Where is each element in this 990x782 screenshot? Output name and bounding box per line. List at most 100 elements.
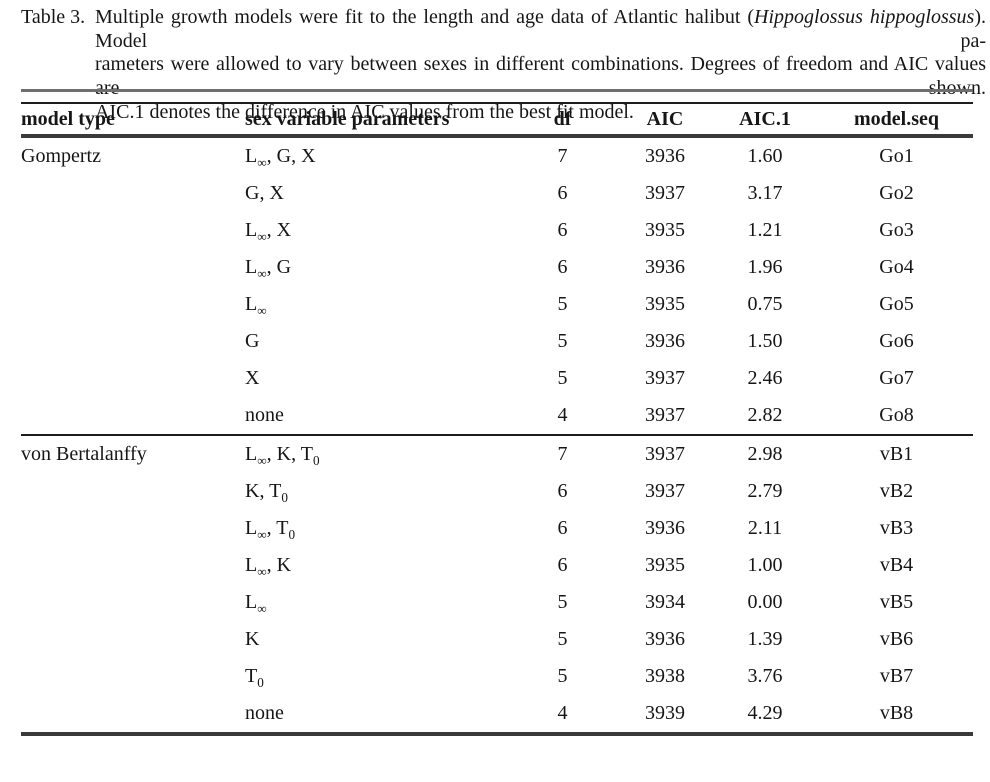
sex-variable-parameters-cell: K [245,628,260,650]
column-header-df: df [553,107,572,130]
df-cell: 7 [557,145,568,167]
df-cell: 6 [557,554,568,576]
table-body: Gompertz L∞, G, X 7 3936 1.60 Go1 G, X 6 3937 3.1… [21,138,973,732]
species-name-italic: Hippoglossus hippoglossus [754,6,975,28]
model-seq-cell: Go1 [879,145,914,167]
df-cell: 4 [557,404,568,426]
aic-cell: 3937 [645,443,685,465]
model-seq-cell: vB3 [879,517,914,539]
model-seq-cell: Go5 [879,293,914,315]
model-seq-cell: vB6 [879,628,914,650]
aic1-cell: 2.82 [747,404,783,426]
aic1-cell: 2.98 [747,443,783,465]
caption-line: AIC.1 denotes the difference in AIC valu… [95,101,986,125]
model-seq-cell: vB1 [879,443,914,465]
aic-cell: 3938 [645,665,685,687]
sex-variable-parameters-cell: L∞, G, X [245,145,316,170]
df-cell: 5 [557,665,568,687]
section-divider-rule [21,434,973,436]
model-seq-cell: vB8 [879,702,914,724]
aic-cell: 3937 [645,367,685,389]
sex-variable-parameters-cell: X [245,367,260,389]
model-seq-cell: vB2 [879,480,914,502]
sex-variable-parameters-cell: L∞ [245,591,267,616]
aic-cell: 3937 [645,480,685,502]
model-seq-cell: Go6 [879,330,914,352]
aic-cell: 3937 [645,404,685,426]
table-top-rule-gap [21,92,973,102]
sex-variable-parameters-cell: G [245,330,260,352]
results-table: model type sex variable parameters df AIC AI… [21,89,973,736]
sex-variable-parameters-cell: L∞ [245,293,267,318]
model-seq-cell: Go8 [879,404,914,426]
sex-variable-parameters-cell: L∞, K, T0 [245,443,320,468]
aic1-cell: 0.75 [747,293,783,315]
caption-text-run: rameters were allowed to vary between se… [95,53,986,99]
df-cell: 7 [557,443,568,465]
table-bottom-rule [21,732,973,736]
table-section: Gompertz L∞, G, X 7 3936 1.60 Go1 G, X 6 3937 3.1… [21,138,973,434]
column-header-aic: AIC [646,107,684,130]
df-cell: 5 [557,628,568,650]
sex-variable-parameters-cell: L∞, X [245,219,292,244]
aic1-cell: 1.50 [747,330,783,352]
model-seq-cell: vB7 [879,665,914,687]
caption-text-run: AIC.1 denotes the difference in AIC valu… [95,100,634,123]
caption-text-run: ). Model pa- [95,6,986,52]
aic-cell: 3936 [645,256,685,278]
aic-cell: 3935 [645,219,685,241]
sex-variable-parameters-cell: none [245,404,284,426]
aic1-cell: 4.29 [747,702,783,724]
aic1-cell: 1.96 [747,256,783,278]
aic1-cell: 1.00 [747,554,783,576]
model-seq-cell: Go7 [879,367,914,389]
table-caption: Table 3. Multiple growth models were fit… [21,6,986,125]
aic-cell: 3935 [645,554,685,576]
aic1-cell: 3.76 [747,665,783,687]
aic-cell: 3937 [645,182,685,204]
aic-cell: 3939 [645,702,685,724]
df-cell: 6 [557,219,568,241]
df-cell: 6 [557,182,568,204]
table-header-rule [21,134,973,138]
table-caption-text: Multiple growth models were fit to the l… [95,6,986,125]
table-section: von Bertalanffy L∞, K, T0 7 3937 2.98 vB1 K, T… [21,436,973,732]
aic1-cell: 3.17 [747,182,783,204]
aic-cell: 3936 [645,628,685,650]
model-type-cell: Gompertz [21,145,101,167]
sex-variable-parameters-cell: L∞, G [245,256,292,281]
model-seq-cell: Go3 [879,219,914,241]
aic-cell: 3936 [645,330,685,352]
sex-variable-parameters-cell: L∞, K [245,554,292,579]
caption-line: Multiple growth models were fit to the l… [95,6,986,53]
df-cell: 6 [557,256,568,278]
table-caption-label: Table 3. [21,6,86,28]
aic1-cell: 2.11 [747,517,783,539]
model-seq-cell: Go2 [879,182,914,204]
caption-line: rameters were allowed to vary between se… [95,53,986,100]
column-header-model-seq: model.seq [854,107,939,130]
aic-cell: 3935 [645,293,685,315]
df-cell: 5 [557,367,568,389]
model-seq-cell: Go4 [879,256,914,278]
df-cell: 5 [557,330,568,352]
aic1-cell: 2.46 [747,367,783,389]
table-top-rule-outer [21,89,973,92]
sex-variable-parameters-cell: L∞, T0 [245,517,296,542]
table-header-row: model type sex variable parameters df AIC AI… [21,104,973,134]
sex-variable-parameters-cell: G, X [245,182,284,204]
aic1-cell: 2.79 [747,480,783,502]
sex-variable-parameters-cell: K, T0 [245,480,288,505]
aic-cell: 3936 [645,145,685,167]
caption-text-run: Multiple growth models were fit to the l… [95,6,755,28]
column-header-model-type: model type [21,107,115,130]
column-header-sex-variable-parameters: sex variable parameters [245,107,450,130]
model-seq-cell: vB5 [879,591,914,613]
sex-variable-parameters-cell: T0 [245,665,264,690]
df-cell: 5 [557,591,568,613]
df-cell: 5 [557,293,568,315]
df-cell: 4 [557,702,568,724]
model-seq-cell: vB4 [879,554,914,576]
model-type-cell: von Bertalanffy [21,443,147,465]
